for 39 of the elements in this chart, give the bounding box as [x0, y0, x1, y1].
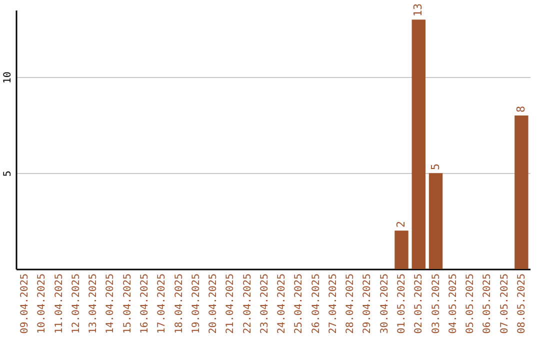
x-tick-label: 04.05.2025 [448, 274, 459, 334]
x-tick-label: 15.04.2025 [122, 274, 134, 334]
x-tick-label: 14.04.2025 [105, 274, 116, 334]
x-tick-label: 26.04.2025 [310, 274, 322, 334]
x-tick-label: 24.04.2025 [276, 274, 288, 334]
x-tick-label: 19.04.2025 [190, 274, 202, 334]
x-tick-label: 05.05.2025 [465, 274, 476, 334]
x-tick-label: 29.04.2025 [362, 274, 374, 334]
data-label: 8 [514, 106, 528, 113]
x-tick-label: 21.04.2025 [225, 274, 236, 334]
bar [412, 20, 426, 269]
x-tick-label: 09.04.2025 [20, 274, 31, 334]
x-tick-label: 08.05.2025 [516, 274, 528, 334]
x-tick-label: 23.04.2025 [259, 274, 270, 334]
x-tick-label: 10.04.2025 [36, 274, 48, 334]
x-tick-label: 02.05.2025 [414, 274, 425, 334]
x-tick-label: 11.04.2025 [54, 274, 65, 334]
x-tick-label: 20.04.2025 [208, 274, 220, 334]
x-tick-label: 30.04.2025 [379, 274, 390, 334]
x-tick-label: 03.05.2025 [430, 274, 442, 334]
x-tick-label: 27.04.2025 [328, 274, 339, 334]
x-tick-label: 06.05.2025 [482, 274, 494, 334]
x-tick-label: 16.04.2025 [140, 274, 150, 334]
bar [394, 230, 408, 269]
x-tick-label: 28.04.2025 [345, 274, 356, 334]
x-tick-label: 25.04.2025 [294, 274, 305, 334]
x-tick-label: 22.04.2025 [242, 274, 254, 334]
data-label: 5 [428, 163, 442, 170]
x-tick-label: 17.04.2025 [156, 274, 168, 334]
y-tick-label: 10 [2, 72, 14, 84]
bar [428, 173, 443, 269]
x-tick-label: 12.04.2025 [70, 274, 82, 334]
data-label: 13 [412, 3, 425, 17]
bar [514, 116, 528, 269]
data-label: 2 [394, 221, 408, 228]
x-tick-label: 07.05.2025 [499, 274, 510, 334]
x-tick-label: 18.04.2025 [174, 274, 185, 334]
x-tick-label: 13.04.2025 [88, 274, 100, 334]
x-tick-label: 01.05.2025 [396, 274, 408, 334]
